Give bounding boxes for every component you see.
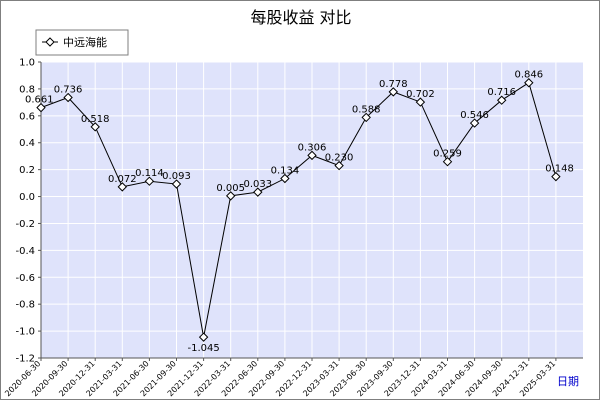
data-label: 0.846 <box>514 70 543 81</box>
data-point-marker <box>280 173 290 184</box>
data-label: 0.661 <box>25 95 54 106</box>
y-tick-label: 0.8 <box>19 84 35 95</box>
data-point-marker <box>415 97 426 107</box>
data-label: 0.778 <box>379 79 408 90</box>
y-tick-label: 0.0 <box>19 192 35 203</box>
data-point-marker <box>171 179 182 189</box>
y-tick-label: -0.2 <box>15 219 35 230</box>
data-label: 0.093 <box>162 171 191 182</box>
data-point-marker <box>496 95 507 105</box>
y-tick-label: -0.4 <box>15 246 35 257</box>
data-point-marker <box>551 171 561 182</box>
x-axis-label: 日期 <box>557 375 579 388</box>
data-label: 0.005 <box>216 183 245 194</box>
series-line <box>40 81 557 338</box>
data-point-marker <box>469 118 480 128</box>
data-label: 0.306 <box>298 142 327 153</box>
data-point-marker <box>63 92 73 103</box>
data-label: 0.518 <box>81 114 110 125</box>
chart-title: 每股收益 对比 <box>250 8 351 27</box>
y-tick-label: -0.8 <box>15 300 35 311</box>
data-point-marker <box>144 176 155 186</box>
legend-label: 中远海能 <box>63 35 107 49</box>
data-label: 0.033 <box>243 179 272 190</box>
data-point-marker <box>524 78 534 88</box>
data-point-marker <box>117 182 128 192</box>
y-tick-label: -1.2 <box>15 354 35 365</box>
data-label: 0.736 <box>54 85 83 96</box>
y-tick-label: 0.6 <box>19 111 35 122</box>
data-label: 0.114 <box>135 168 164 179</box>
data-point-marker <box>90 122 100 132</box>
data-point-marker <box>361 112 371 123</box>
data-point-marker <box>225 191 236 201</box>
data-label: 0.259 <box>433 149 462 160</box>
y-tick-label: -1.0 <box>15 327 35 338</box>
data-point-marker <box>198 332 209 342</box>
data-label: 0.134 <box>271 166 300 177</box>
data-label: 0.072 <box>108 174 137 185</box>
data-point-marker <box>307 150 317 161</box>
y-tick-label: -0.6 <box>15 273 35 284</box>
data-point-marker <box>334 160 344 171</box>
data-label: 0.716 <box>487 87 516 98</box>
data-label: 0.546 <box>460 110 489 121</box>
data-label: 0.702 <box>406 89 435 100</box>
data-point-marker <box>253 187 263 197</box>
data-point-marker <box>388 87 399 97</box>
data-label: 0.148 <box>545 164 574 175</box>
y-tick-label: 1.0 <box>19 58 35 69</box>
data-label: 0.588 <box>352 104 381 115</box>
legend-marker <box>45 37 55 47</box>
data-label: -1.045 <box>187 343 219 354</box>
data-label: 0.230 <box>325 153 354 164</box>
data-point-marker <box>442 156 453 167</box>
y-tick-label: 0.4 <box>19 138 35 149</box>
data-point-marker <box>36 102 46 113</box>
y-tick-label: 0.2 <box>19 165 35 176</box>
